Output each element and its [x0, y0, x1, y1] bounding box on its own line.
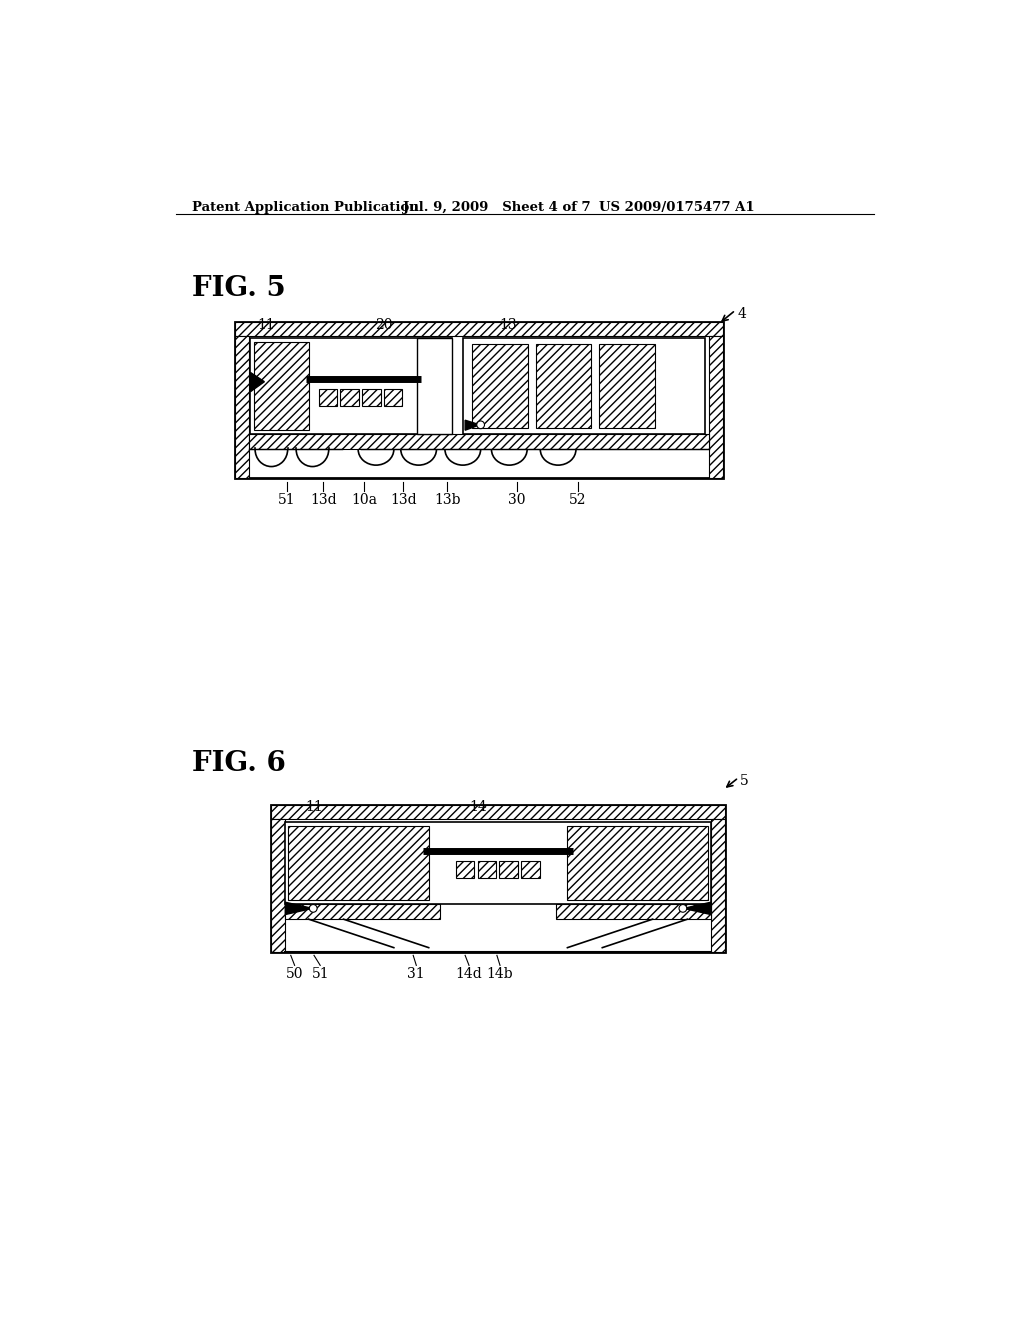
Bar: [249, 434, 710, 449]
Bar: [710, 337, 723, 478]
Text: Patent Application Publication: Patent Application Publication: [191, 201, 418, 214]
Bar: [286, 822, 711, 904]
Bar: [286, 904, 440, 919]
Text: 14d: 14d: [456, 966, 482, 981]
Polygon shape: [254, 342, 308, 430]
Text: 10a: 10a: [351, 494, 378, 507]
Text: 20: 20: [375, 318, 392, 331]
Bar: [521, 861, 540, 878]
Text: 31: 31: [408, 966, 425, 981]
Polygon shape: [286, 903, 312, 915]
Circle shape: [309, 904, 317, 912]
Polygon shape: [684, 903, 711, 915]
Text: 22: 22: [462, 822, 479, 837]
Bar: [500, 861, 518, 878]
Text: 13d: 13d: [310, 494, 337, 507]
Polygon shape: [251, 372, 264, 392]
Text: FIG. 5: FIG. 5: [191, 276, 286, 302]
Bar: [456, 861, 474, 878]
Bar: [567, 826, 708, 900]
Text: 4: 4: [737, 308, 746, 321]
Bar: [234, 322, 723, 478]
Text: 25: 25: [366, 830, 383, 843]
Bar: [318, 388, 337, 405]
Text: FIG. 6: FIG. 6: [191, 750, 286, 776]
Text: 52: 52: [568, 494, 587, 507]
Bar: [362, 388, 381, 405]
Bar: [271, 805, 725, 818]
Bar: [599, 345, 655, 428]
Text: 11: 11: [305, 800, 323, 814]
Bar: [472, 345, 528, 428]
Text: 21: 21: [439, 822, 457, 837]
Text: 30: 30: [508, 494, 525, 507]
Bar: [234, 322, 723, 337]
Text: 11: 11: [257, 318, 274, 331]
Text: 50: 50: [255, 354, 272, 367]
Text: 13: 13: [499, 318, 516, 331]
Polygon shape: [465, 420, 480, 430]
Bar: [711, 818, 725, 952]
Text: 14: 14: [469, 800, 487, 814]
Bar: [536, 345, 592, 428]
Text: 13b: 13b: [434, 494, 461, 507]
Bar: [289, 826, 429, 900]
Text: 22: 22: [390, 351, 408, 364]
Bar: [234, 337, 249, 478]
Bar: [271, 805, 725, 952]
Bar: [463, 338, 706, 434]
Text: 21: 21: [368, 351, 385, 364]
Bar: [251, 338, 452, 434]
Bar: [417, 338, 452, 434]
Text: 13d: 13d: [390, 494, 417, 507]
Bar: [271, 818, 286, 952]
Circle shape: [679, 904, 687, 912]
Text: 40: 40: [577, 354, 594, 367]
Text: 5: 5: [740, 775, 749, 788]
Circle shape: [477, 421, 484, 429]
Text: 14b: 14b: [486, 966, 513, 981]
Bar: [477, 861, 496, 878]
Bar: [340, 388, 359, 405]
Text: 50: 50: [286, 966, 303, 981]
Bar: [556, 904, 711, 919]
Text: 51: 51: [311, 966, 329, 981]
Bar: [384, 388, 402, 405]
Text: US 2009/0175477 A1: US 2009/0175477 A1: [599, 201, 755, 214]
Text: Jul. 9, 2009   Sheet 4 of 7: Jul. 9, 2009 Sheet 4 of 7: [403, 201, 591, 214]
Text: 51: 51: [279, 494, 296, 507]
